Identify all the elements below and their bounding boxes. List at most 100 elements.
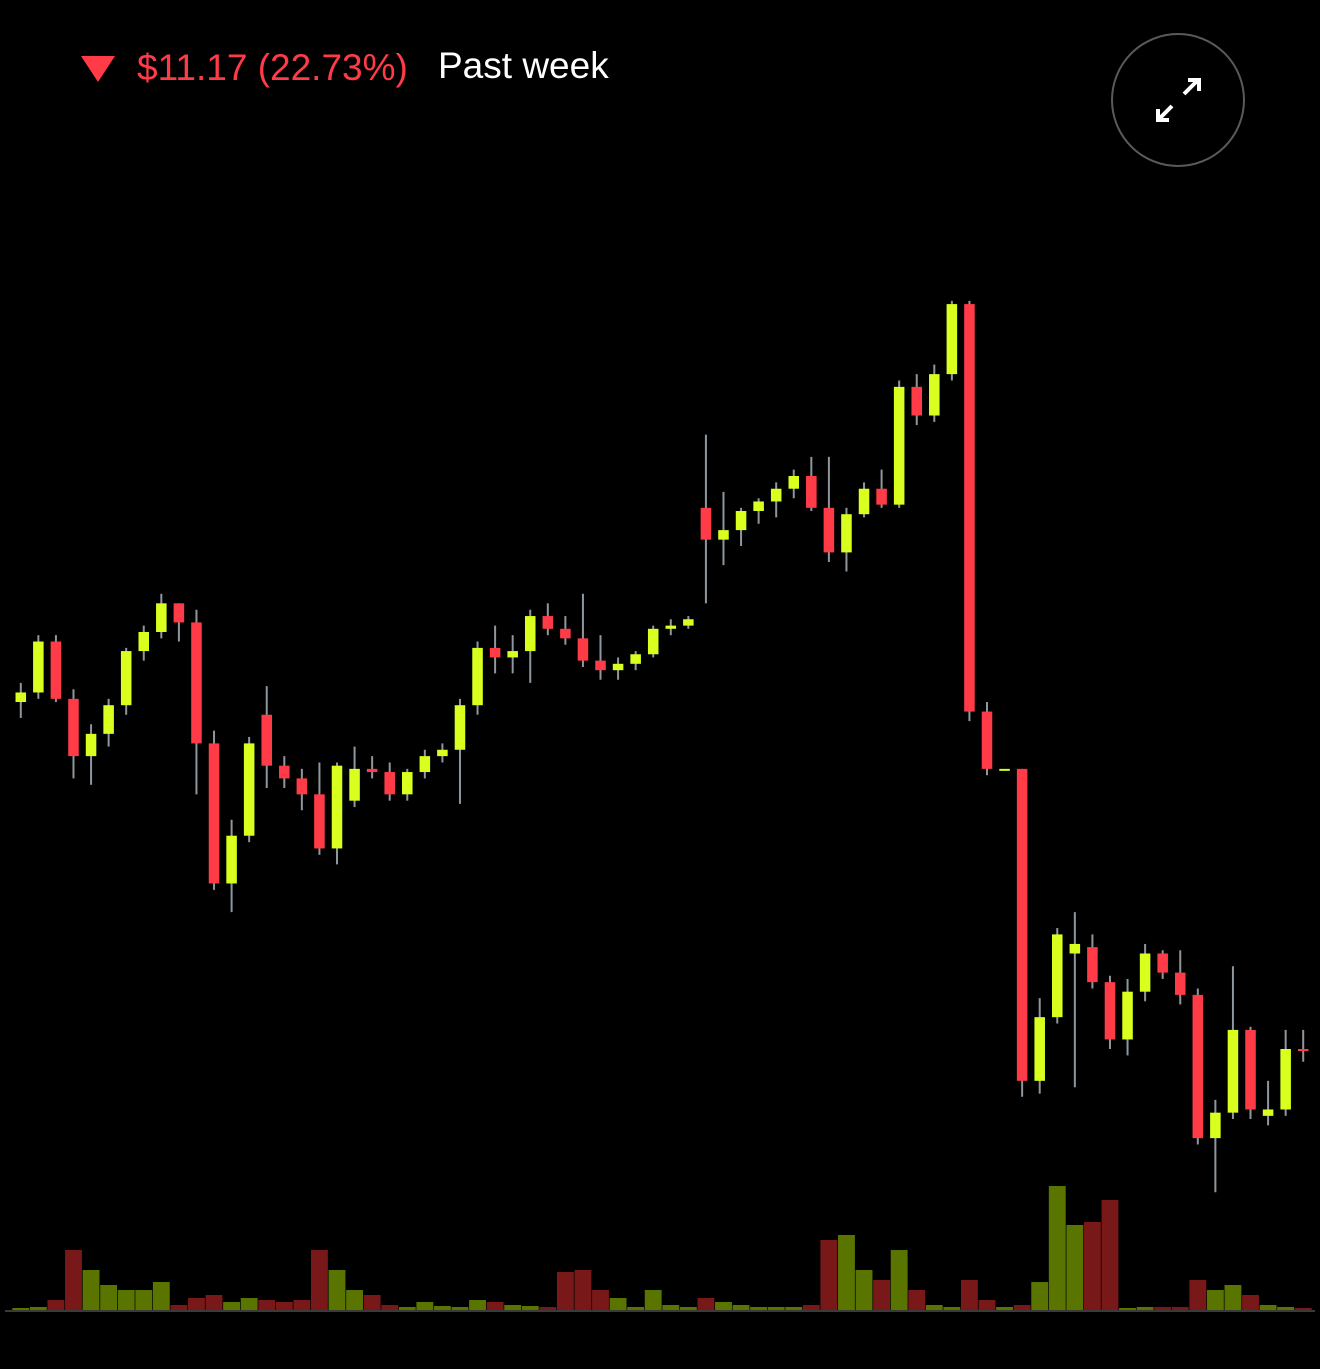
volume-bar: [1189, 1280, 1207, 1310]
volume-bar: [240, 1298, 258, 1310]
candle-body: [788, 476, 800, 489]
volume-bar: [223, 1302, 241, 1310]
candle-body: [1139, 953, 1151, 992]
volume-bar: [65, 1250, 82, 1310]
candle-body: [841, 514, 852, 553]
expand-button[interactable]: [1111, 33, 1245, 167]
volume-bar: [908, 1290, 926, 1310]
volume-bar: [188, 1298, 205, 1310]
volume-bar: [1259, 1305, 1277, 1310]
candle-body: [753, 501, 764, 512]
volume-bar: [82, 1270, 100, 1310]
volume-bar: [346, 1290, 363, 1310]
volume-bar: [978, 1300, 996, 1310]
candle-body: [858, 488, 870, 515]
volume-bar: [679, 1307, 697, 1310]
candle-body: [15, 692, 27, 703]
volume-bar: [1101, 1200, 1119, 1310]
candle-body: [366, 768, 378, 773]
volume-bar: [996, 1307, 1013, 1310]
volume-bar: [1154, 1307, 1172, 1310]
volume-bar: [732, 1305, 750, 1310]
candle-body: [770, 488, 782, 502]
volume-bar: [539, 1307, 557, 1310]
candle-body: [1192, 994, 1204, 1139]
candle-body: [911, 386, 922, 416]
candle-body: [806, 476, 817, 508]
volume-bar: [363, 1295, 381, 1310]
volume-bar: [890, 1250, 908, 1310]
volume-bar: [1136, 1307, 1154, 1310]
candle-body: [1122, 991, 1133, 1040]
candle-body: [1245, 1029, 1256, 1110]
candle-body: [981, 711, 993, 769]
candle-body: [156, 603, 167, 632]
expand-icon[interactable]: [1156, 78, 1201, 122]
candle-body: [1262, 1109, 1274, 1116]
volume-bar: [802, 1305, 820, 1310]
expand-button-circle[interactable]: [1111, 33, 1245, 167]
volume-bar: [469, 1300, 486, 1310]
candle-body: [384, 772, 395, 795]
change-label: $11.17 (22.73%): [137, 47, 408, 88]
candle-body: [402, 772, 413, 795]
candle-body: [1280, 1049, 1291, 1110]
volume-bar: [943, 1307, 961, 1310]
candle-body: [331, 765, 343, 849]
volume-bar: [205, 1295, 223, 1310]
candle-body: [120, 651, 132, 706]
candle-body: [191, 622, 202, 744]
volume-bar: [1066, 1225, 1084, 1310]
volume-bar: [1083, 1222, 1101, 1310]
volume-bar: [627, 1307, 645, 1310]
volume-bar: [416, 1302, 434, 1310]
volume-bar: [1013, 1305, 1031, 1310]
volume-bar: [521, 1306, 539, 1310]
volume-bar: [767, 1307, 785, 1310]
volume-bar: [556, 1272, 574, 1310]
volume-bar: [873, 1280, 891, 1310]
candle-body: [1104, 982, 1116, 1040]
candle-body: [507, 651, 518, 658]
volume-bar: [820, 1240, 838, 1310]
candle-body: [208, 743, 220, 884]
volume-bar: [662, 1305, 680, 1310]
candle-body: [577, 638, 589, 661]
candle-body: [823, 507, 835, 553]
volume-bar: [258, 1300, 276, 1310]
volume-bar: [1031, 1282, 1049, 1310]
volume-bar: [504, 1305, 522, 1310]
candle-body: [138, 631, 150, 652]
volume-bar: [1119, 1308, 1136, 1310]
candle-body: [630, 654, 641, 664]
volume-bar: [609, 1298, 627, 1310]
candle-body: [314, 794, 325, 849]
volume-bar: [100, 1285, 118, 1310]
candle-body: [683, 619, 694, 626]
candle-body: [103, 705, 114, 734]
down-arrow-icon: [81, 56, 115, 82]
volume-bar: [697, 1298, 715, 1310]
volume-bar: [1171, 1307, 1189, 1310]
candle-body: [700, 507, 712, 540]
candle-body: [33, 641, 44, 693]
volume-bar: [170, 1305, 188, 1310]
candle-body: [1016, 768, 1028, 1081]
candle-body: [243, 743, 255, 836]
candle-body: [595, 660, 606, 671]
candle-body: [1034, 1017, 1045, 1081]
candle-body: [437, 749, 448, 757]
volume-bar: [433, 1306, 451, 1310]
volume-bar: [12, 1308, 30, 1310]
volume-bar: [293, 1300, 311, 1310]
candle-body: [946, 304, 958, 375]
candle-body: [454, 705, 466, 750]
volume-bar: [715, 1302, 732, 1310]
volume-bar: [311, 1250, 328, 1310]
candle-body: [1052, 934, 1063, 1018]
volume-bar: [152, 1282, 170, 1310]
candle-body: [999, 768, 1010, 771]
candle-body: [489, 647, 501, 658]
candle-body: [1069, 943, 1081, 954]
